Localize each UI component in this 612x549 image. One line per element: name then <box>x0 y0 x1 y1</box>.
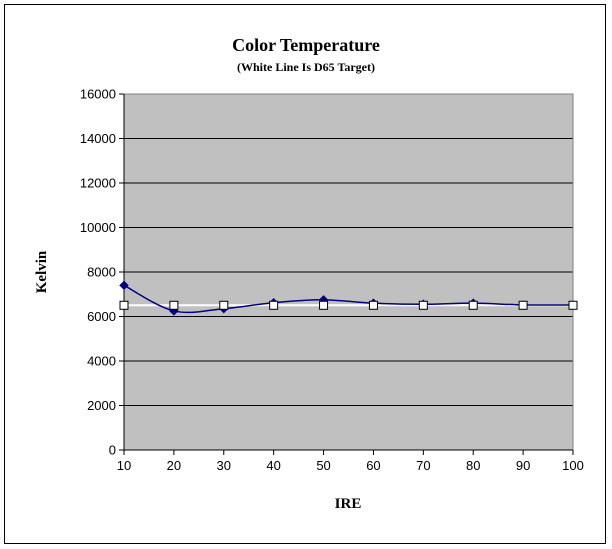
tick-labels: 0 2000 4000 6000 8000 10000 12000 14000 16000 10 2… <box>80 87 584 474</box>
axes <box>119 93 574 455</box>
y-tick-label: 14000 <box>80 131 116 146</box>
series-group <box>119 280 578 316</box>
y-tick-label: 2000 <box>87 398 116 413</box>
target-point <box>269 300 279 310</box>
x-tick-label: 100 <box>562 458 584 473</box>
y-tick-label: 6000 <box>87 309 116 324</box>
target-point <box>319 300 329 310</box>
y-axis-title: Kelvin <box>34 250 50 293</box>
x-tick-label: 30 <box>217 458 231 473</box>
measured-line <box>123 284 574 314</box>
x-tick-label: 80 <box>466 458 480 473</box>
target-point <box>468 300 478 310</box>
target-point <box>219 300 229 310</box>
y-tick-label: 12000 <box>80 176 116 191</box>
x-tick-label: 90 <box>516 458 530 473</box>
y-tick-label: 10000 <box>80 220 116 235</box>
chart-subtitle: (White Line Is D65 Target) <box>237 60 375 74</box>
x-tick-label: 60 <box>366 458 380 473</box>
x-tick-label: 10 <box>117 458 131 473</box>
y-tick-label: 0 <box>109 443 116 458</box>
x-tick-label: 70 <box>416 458 430 473</box>
target-point <box>368 300 378 310</box>
target-point <box>119 300 129 310</box>
y-tick-label: 8000 <box>87 265 116 280</box>
target-point <box>418 300 428 310</box>
target-point <box>518 300 528 310</box>
measured-point <box>119 280 129 291</box>
x-tick-label: 40 <box>266 458 280 473</box>
target-point <box>568 300 578 310</box>
x-tick-label: 20 <box>167 458 181 473</box>
gridlines <box>124 93 573 406</box>
target-point <box>169 300 179 310</box>
x-axis-title: IRE <box>335 496 362 512</box>
chart-title: Color Temperature <box>232 35 380 55</box>
y-tick-label: 4000 <box>87 354 116 369</box>
y-tick-label: 16000 <box>80 87 116 102</box>
x-tick-label: 50 <box>316 458 330 473</box>
